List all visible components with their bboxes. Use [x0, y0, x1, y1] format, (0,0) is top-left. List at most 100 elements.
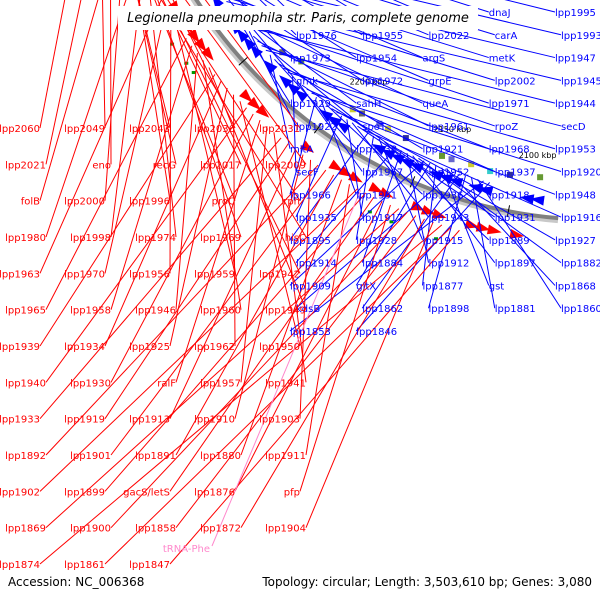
- gene-label: lpp2022: [429, 31, 470, 42]
- tick-mark: [238, 56, 249, 66]
- gene-label: lpp1972: [362, 76, 403, 87]
- gene-label: lpp1910: [194, 415, 235, 426]
- label-connector: [104, 0, 121, 201]
- gene-label: lpp1884: [362, 259, 403, 270]
- gene-label: ralF: [157, 378, 176, 389]
- gene-label: lpp1853: [290, 327, 331, 338]
- forward-gene-arrow: [438, 175, 454, 185]
- forward-gene-arrow: [336, 121, 351, 134]
- reverse-gene-arrow: [348, 171, 363, 183]
- gene-label: lpp1967: [362, 168, 403, 179]
- gene-label: lpp1943: [429, 213, 470, 224]
- label-connector: [237, 16, 423, 104]
- label-connector: [384, 141, 490, 241]
- label-connector: [110, 45, 193, 310]
- gene-label: lpp1976: [296, 31, 337, 42]
- gene-label: rph: [283, 197, 300, 208]
- gene-label: lpp1903: [259, 415, 300, 426]
- genome-backbone: [194, 0, 559, 221]
- label-connector: [45, 164, 319, 456]
- feature-block: [468, 161, 475, 168]
- label-connector: [233, 94, 236, 347]
- label-connector: [378, 138, 423, 241]
- gene-label: lpp1928: [356, 236, 397, 247]
- feature-mark: [434, 237, 439, 241]
- label-connector: [102, 0, 106, 129]
- forward-gene-arrow: [530, 195, 545, 206]
- feature-mark: [389, 220, 394, 224]
- label-connector: [389, 144, 556, 241]
- gene-label: metK: [489, 54, 516, 65]
- gene-label: lpp1919: [64, 415, 105, 426]
- label-connector: [204, 0, 301, 129]
- reverse-gene-arrow: [201, 46, 214, 61]
- label-connector: [418, 157, 562, 264]
- label-connector: [245, 26, 556, 104]
- gene-label: lpp1998: [70, 233, 111, 244]
- gene-label: gst: [489, 281, 505, 292]
- label-connector: [361, 150, 402, 263]
- gene-label: lpp1911: [265, 451, 306, 462]
- label-connector: [477, 178, 562, 309]
- tick-label: 2100 kbp: [519, 151, 557, 160]
- label-connector: [283, 67, 489, 150]
- gene-label: lpp1889: [489, 236, 530, 247]
- gene-label: argS: [423, 54, 446, 65]
- label-connector: [306, 88, 495, 172]
- feature-block: [279, 49, 286, 56]
- gene-label: lpp1974: [135, 233, 176, 244]
- gene-label: lpp2031: [259, 124, 300, 135]
- label-connector: [346, 119, 363, 218]
- gene-label: spoT: [362, 122, 387, 133]
- label-connector: [104, 227, 451, 565]
- forward-gene-arrow: [264, 60, 278, 74]
- label-connector: [295, 171, 454, 309]
- gene-label: lpp1927: [555, 236, 596, 247]
- gene-label: lpp1880: [200, 451, 241, 462]
- reverse-gene-arrow: [299, 140, 315, 153]
- gene-label: recG: [153, 160, 176, 171]
- label-connector: [412, 155, 496, 263]
- gene-label: lpp1898: [429, 304, 470, 315]
- gene-label: lpp1950: [259, 342, 300, 353]
- label-connector: [320, 100, 357, 195]
- forward-gene-arrow: [294, 89, 309, 103]
- label-connector: [292, 76, 297, 172]
- gene-label: lpp1960: [200, 306, 241, 317]
- label-connector: [240, 126, 268, 383]
- label-connector: [39, 137, 282, 419]
- forward-gene-arrow: [286, 82, 301, 96]
- label-connector: [104, 143, 289, 419]
- gene-label: lpp2060: [0, 124, 40, 135]
- gene-label: lpp1944: [555, 99, 596, 110]
- gene-label: lpp2049: [64, 124, 105, 135]
- gene-label: gmk: [296, 76, 318, 87]
- gene-label: lpp1939: [0, 342, 40, 353]
- gene-label: lpp1877: [423, 281, 464, 292]
- gene-label: lpp1909: [290, 281, 331, 292]
- gene-label: lpp2036: [194, 124, 235, 135]
- gene-label: lpp2000: [64, 197, 105, 208]
- label-connector: [45, 107, 247, 383]
- label-connector: [39, 0, 66, 129]
- gene-label: lpp1920: [561, 168, 600, 179]
- gene-label: lpp1931: [495, 213, 536, 224]
- gene-label: lpp1962: [194, 342, 235, 353]
- label-connector: [289, 132, 369, 241]
- gene-label: lpp1899: [64, 487, 105, 498]
- reverse-gene-arrow: [194, 37, 207, 52]
- feature-block: [487, 168, 494, 175]
- gene-label: lpp1948: [555, 190, 596, 201]
- label-connector: [110, 0, 112, 165]
- forward-gene-arrow: [236, 28, 250, 43]
- label-connector: [274, 58, 357, 150]
- gene-label: lpp1869: [5, 524, 46, 535]
- gene-label: lpp1993: [561, 31, 600, 42]
- label-connector: [289, 96, 317, 195]
- gene-label: lpp1921: [423, 145, 464, 156]
- genome-ring-group: [190, 0, 559, 224]
- gene-label: lpp1934: [64, 342, 105, 353]
- feature-block: [448, 156, 455, 163]
- label-connector: [175, 215, 417, 528]
- label-connector: [39, 224, 443, 565]
